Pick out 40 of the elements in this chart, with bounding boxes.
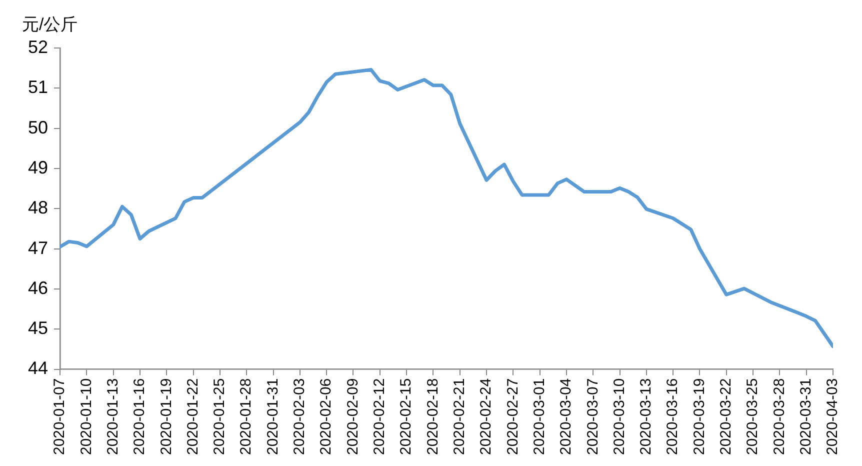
x-tick-label: 2020-01-31 [264,378,282,456]
x-tick-label: 2020-02-12 [371,378,388,456]
x-tick-label: 2020-02-06 [318,378,335,456]
x-tick-label: 2020-03-13 [638,378,655,456]
x-tick-label: 2020-02-21 [450,378,468,456]
x-tick-label: 2020-01-22 [184,378,202,456]
y-tick-label: 52 [28,36,48,57]
x-tick-label: 2020-03-28 [770,378,788,456]
x-tick-label: 2020-03-01 [530,378,548,456]
x-tick-label: 2020-01-07 [51,378,68,456]
x-tick-label: 2020-03-04 [558,378,575,456]
x-tick-label: 2020-01-25 [211,378,228,456]
y-tick-label: 44 [28,358,48,378]
x-tick-label: 2020-02-15 [398,378,415,456]
x-tick-label: 2020-03-16 [664,378,682,456]
y-tick-label: 47 [28,238,48,258]
x-tick-label: 2020-03-31 [797,378,814,456]
x-tick-label: 2020-01-10 [78,378,95,456]
x-tick-label: 2020-03-10 [610,378,628,456]
y-tick-label: 46 [28,278,48,298]
x-tick-label: 2020-01-19 [158,378,175,456]
x-tick-label: 2020-01-16 [131,378,148,456]
x-tick-label: 2020-03-07 [584,378,602,456]
x-tick-label: 2020-01-28 [238,378,255,456]
y-tick-label: 48 [28,198,48,218]
x-tick-label: 2020-02-24 [478,378,495,456]
x-tick-label: 2020-03-25 [744,378,762,456]
y-tick-label: 45 [28,318,48,338]
y-axis-title: 元/公斤 [22,15,78,34]
x-tick-label: 2020-04-03 [824,378,842,456]
x-tick-label: 2020-02-03 [291,378,308,456]
x-tick-label: 2020-03-19 [690,378,708,456]
x-tick-label: 2020-02-27 [504,378,522,456]
x-tick-label: 2020-02-09 [344,378,362,456]
y-tick-label: 50 [28,117,48,138]
x-tick-label: 2020-03-22 [718,378,735,456]
x-tick-label: 2020-02-18 [424,378,442,456]
x-tick-label: 2020-01-13 [104,378,122,456]
y-tick-label: 49 [28,157,48,178]
y-tick-label: 51 [28,77,48,98]
